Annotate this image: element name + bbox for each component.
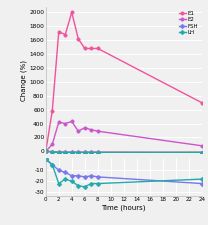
Line: LH: LH xyxy=(44,150,203,155)
LH xyxy=(90,151,93,154)
FSH xyxy=(45,158,47,160)
FSH xyxy=(71,174,73,177)
LH xyxy=(97,151,99,154)
LH xyxy=(64,178,67,180)
LH xyxy=(97,182,99,185)
E1 xyxy=(90,47,93,50)
LH xyxy=(51,163,53,166)
E2 xyxy=(83,126,86,129)
E1 xyxy=(97,47,99,50)
E2 xyxy=(45,158,47,160)
FSH xyxy=(83,151,86,154)
Line: E1: E1 xyxy=(44,11,203,153)
E2 xyxy=(201,69,203,72)
E1 xyxy=(71,11,73,14)
LH xyxy=(90,182,93,185)
FSH xyxy=(45,150,47,153)
FSH xyxy=(51,163,53,166)
Line: E2: E2 xyxy=(44,120,203,153)
FSH xyxy=(97,176,99,178)
E2 xyxy=(45,150,47,153)
FSH xyxy=(83,176,86,178)
Legend: E1, E2, FSH, LH: E1, E2, FSH, LH xyxy=(178,9,199,36)
FSH xyxy=(77,174,79,177)
FSH xyxy=(64,171,67,174)
LH xyxy=(64,151,67,154)
LH xyxy=(201,178,203,180)
LH xyxy=(45,158,47,160)
FSH xyxy=(201,151,203,154)
FSH xyxy=(71,151,73,154)
LH xyxy=(77,184,79,187)
Line: FSH: FSH xyxy=(44,150,203,155)
LH xyxy=(77,152,79,154)
FSH xyxy=(201,182,203,185)
Line: FSH: FSH xyxy=(44,158,203,185)
FSH xyxy=(90,174,93,177)
FSH xyxy=(90,151,93,154)
LH xyxy=(201,151,203,154)
FSH xyxy=(51,150,53,153)
E2 xyxy=(77,130,79,133)
FSH xyxy=(77,151,79,154)
LH xyxy=(71,151,73,154)
FSH xyxy=(57,151,60,153)
LH xyxy=(71,180,73,183)
E2 xyxy=(71,120,73,123)
FSH xyxy=(64,151,67,153)
E2 xyxy=(57,121,60,124)
E1 xyxy=(57,30,60,33)
LH xyxy=(57,151,60,154)
LH xyxy=(57,182,60,185)
E1 xyxy=(201,101,203,104)
E2 xyxy=(201,144,203,147)
Y-axis label: Change (%): Change (%) xyxy=(20,60,27,101)
E1 xyxy=(64,33,67,36)
E1 xyxy=(45,158,47,160)
E2 xyxy=(64,122,67,125)
Line: LH: LH xyxy=(44,158,203,189)
E2 xyxy=(51,143,53,146)
Line: E2: E2 xyxy=(44,0,203,161)
E2 xyxy=(90,128,93,131)
X-axis label: Time (hours): Time (hours) xyxy=(102,205,146,211)
E1 xyxy=(83,47,86,50)
LH xyxy=(83,186,86,188)
E1 xyxy=(45,150,47,153)
FSH xyxy=(57,169,60,172)
E2 xyxy=(97,130,99,133)
E2 xyxy=(51,47,53,50)
E1 xyxy=(51,110,53,112)
LH xyxy=(45,150,47,153)
E1 xyxy=(77,37,79,40)
LH xyxy=(83,152,86,154)
FSH xyxy=(97,151,99,154)
LH xyxy=(51,150,53,153)
Line: E1: E1 xyxy=(44,0,203,161)
